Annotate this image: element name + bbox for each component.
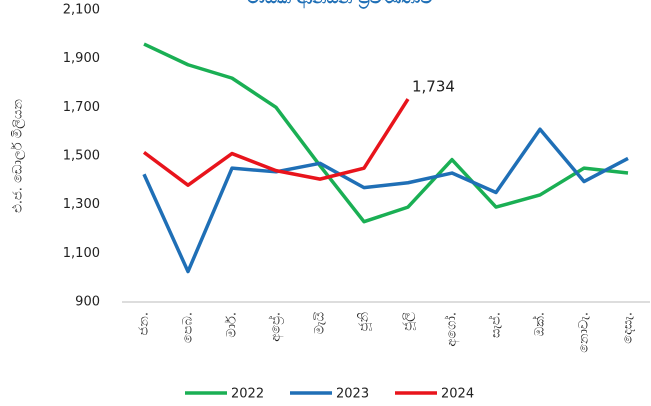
line-series (142, 127, 629, 274)
y-tick-label: 1,700 (63, 100, 100, 115)
x-tick-label: ජන. (137, 312, 152, 336)
x-tick-label: ජූලි (401, 312, 416, 331)
y-tick-label: 1,100 (63, 246, 100, 261)
legend-label: 2023 (336, 387, 369, 402)
y-tick-label: 1,500 (63, 149, 100, 164)
y-axis-label: එ.ජ. ඩොලර් මිලියන (10, 99, 26, 213)
line-series (142, 98, 410, 187)
x-tick-label: ඔක්. (531, 312, 547, 336)
y-tick-label: 1,900 (63, 51, 100, 66)
x-tick-label: නොවැ. (577, 312, 592, 353)
x-tick-label: මැයි (312, 312, 327, 335)
x-tick-label: ජූනි (357, 312, 372, 332)
y-tick-label: 1,300 (63, 197, 100, 212)
x-tick-label: අගෝ. (444, 312, 460, 347)
x-tick-label: මාර්. (224, 312, 240, 338)
legend-label: 2022 (231, 387, 264, 402)
x-tick-label: සැප්. (487, 312, 503, 338)
legend-label: 2024 (441, 387, 474, 402)
x-tick-label: දෙසැ. (621, 312, 636, 344)
data-label: 1,734 (412, 78, 455, 96)
chart-title: මාසික ආනයන ප්‍රවණතාව (247, 0, 433, 9)
x-tick-label: පෙබ. (181, 312, 196, 343)
line-series (143, 42, 629, 224)
y-tick-label: 900 (75, 295, 100, 310)
x-tick-label: අප්‍රේ. (267, 312, 283, 342)
y-tick-label: 2,100 (63, 3, 100, 18)
